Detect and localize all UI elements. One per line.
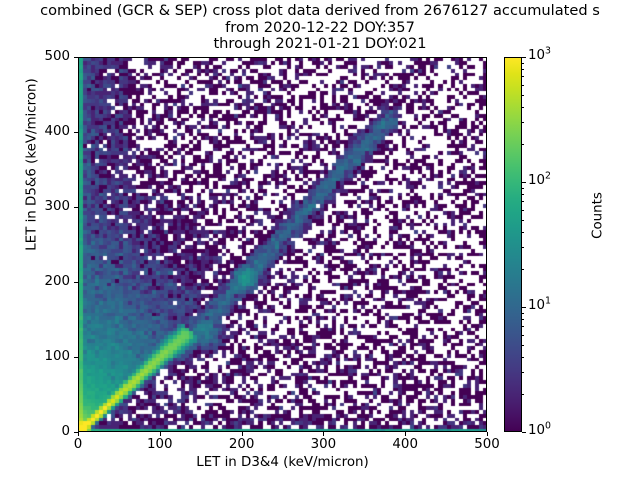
colorbar-minor-tick [522, 209, 525, 211]
scatter-heatmap-data [79, 58, 486, 431]
colorbar-minor-tick [522, 219, 525, 221]
x-tick-mark [78, 432, 79, 436]
colorbar-minor-tick [522, 319, 525, 321]
plot-axes [78, 57, 487, 432]
y-tick-mark [74, 207, 78, 208]
y-tick-label: 200 [44, 274, 70, 289]
y-tick-mark [74, 132, 78, 133]
colorbar-minor-tick [522, 344, 525, 346]
colorbar-major-tick [522, 432, 526, 433]
y-tick-label: 300 [44, 199, 70, 214]
y-tick-label: 0 [61, 424, 70, 439]
x-tick-label: 400 [392, 437, 418, 452]
y-tick-label: 100 [44, 349, 70, 364]
colorbar-minor-tick [522, 62, 525, 64]
colorbar-minor-tick [522, 334, 525, 336]
colorbar-minor-tick [522, 394, 525, 396]
colorbar-minor-tick [522, 84, 525, 86]
colorbar-minor-tick [522, 372, 525, 374]
title-line-2: from 2020-12-22 DOY:357 [225, 18, 415, 36]
plot-title: combined (GCR & SEP) cross plot data der… [0, 2, 640, 53]
colorbar-minor-tick [522, 326, 525, 328]
y-tick-label: 400 [44, 124, 70, 139]
x-tick-mark [159, 432, 161, 436]
y-tick-mark [74, 432, 78, 433]
y-tick-mark [74, 282, 78, 283]
title-line-1: combined (GCR & SEP) cross plot data der… [40, 2, 600, 19]
colorbar-minor-tick [522, 201, 525, 203]
colorbar-minor-tick [522, 69, 525, 71]
colorbar-major-tick [522, 182, 526, 183]
colorbar-minor-tick [522, 144, 525, 146]
colorbar-tick-label: 102 [528, 170, 552, 188]
colorbar-tick-label: 101 [528, 295, 552, 313]
colorbar-minor-tick [522, 94, 525, 96]
colorbar-minor-tick [522, 312, 525, 314]
y-tick-mark [74, 57, 78, 58]
y-tick-label: 500 [44, 49, 70, 64]
colorbar-minor-tick [522, 269, 525, 271]
y-axis-label: LET in D5&6 (keV/micron) [24, 78, 40, 251]
colorbar-title: Counts [590, 192, 606, 239]
x-tick-mark [487, 432, 488, 436]
colorbar-minor-tick [522, 187, 525, 189]
x-tick-label: 0 [73, 437, 83, 452]
colorbar-gradient [504, 57, 522, 432]
title-line-3: through 2021-01-21 DOY:021 [213, 35, 427, 52]
y-tick-mark [74, 357, 78, 358]
colorbar-minor-tick [522, 194, 525, 196]
x-tick-mark [405, 432, 407, 436]
x-tick-label: 500 [474, 437, 500, 452]
colorbar-major-tick [522, 57, 526, 58]
colorbar-minor-tick [522, 356, 525, 358]
colorbar-major-tick [522, 307, 526, 308]
colorbar-tick-label: 100 [528, 420, 552, 438]
x-tick-label: 200 [228, 437, 255, 452]
colorbar-minor-tick [522, 231, 525, 233]
x-tick-mark [241, 432, 243, 436]
x-tick-label: 100 [147, 437, 173, 452]
x-tick-label: 300 [310, 437, 337, 452]
x-tick-mark [323, 432, 325, 436]
colorbar-minor-tick [522, 122, 525, 124]
x-axis-label: LET in D3&4 (keV/micron) [196, 455, 369, 470]
colorbar-minor-tick [522, 76, 525, 78]
colorbar-tick-label: 103 [528, 45, 552, 63]
colorbar-minor-tick [522, 106, 525, 108]
colorbar-minor-tick [522, 247, 525, 249]
